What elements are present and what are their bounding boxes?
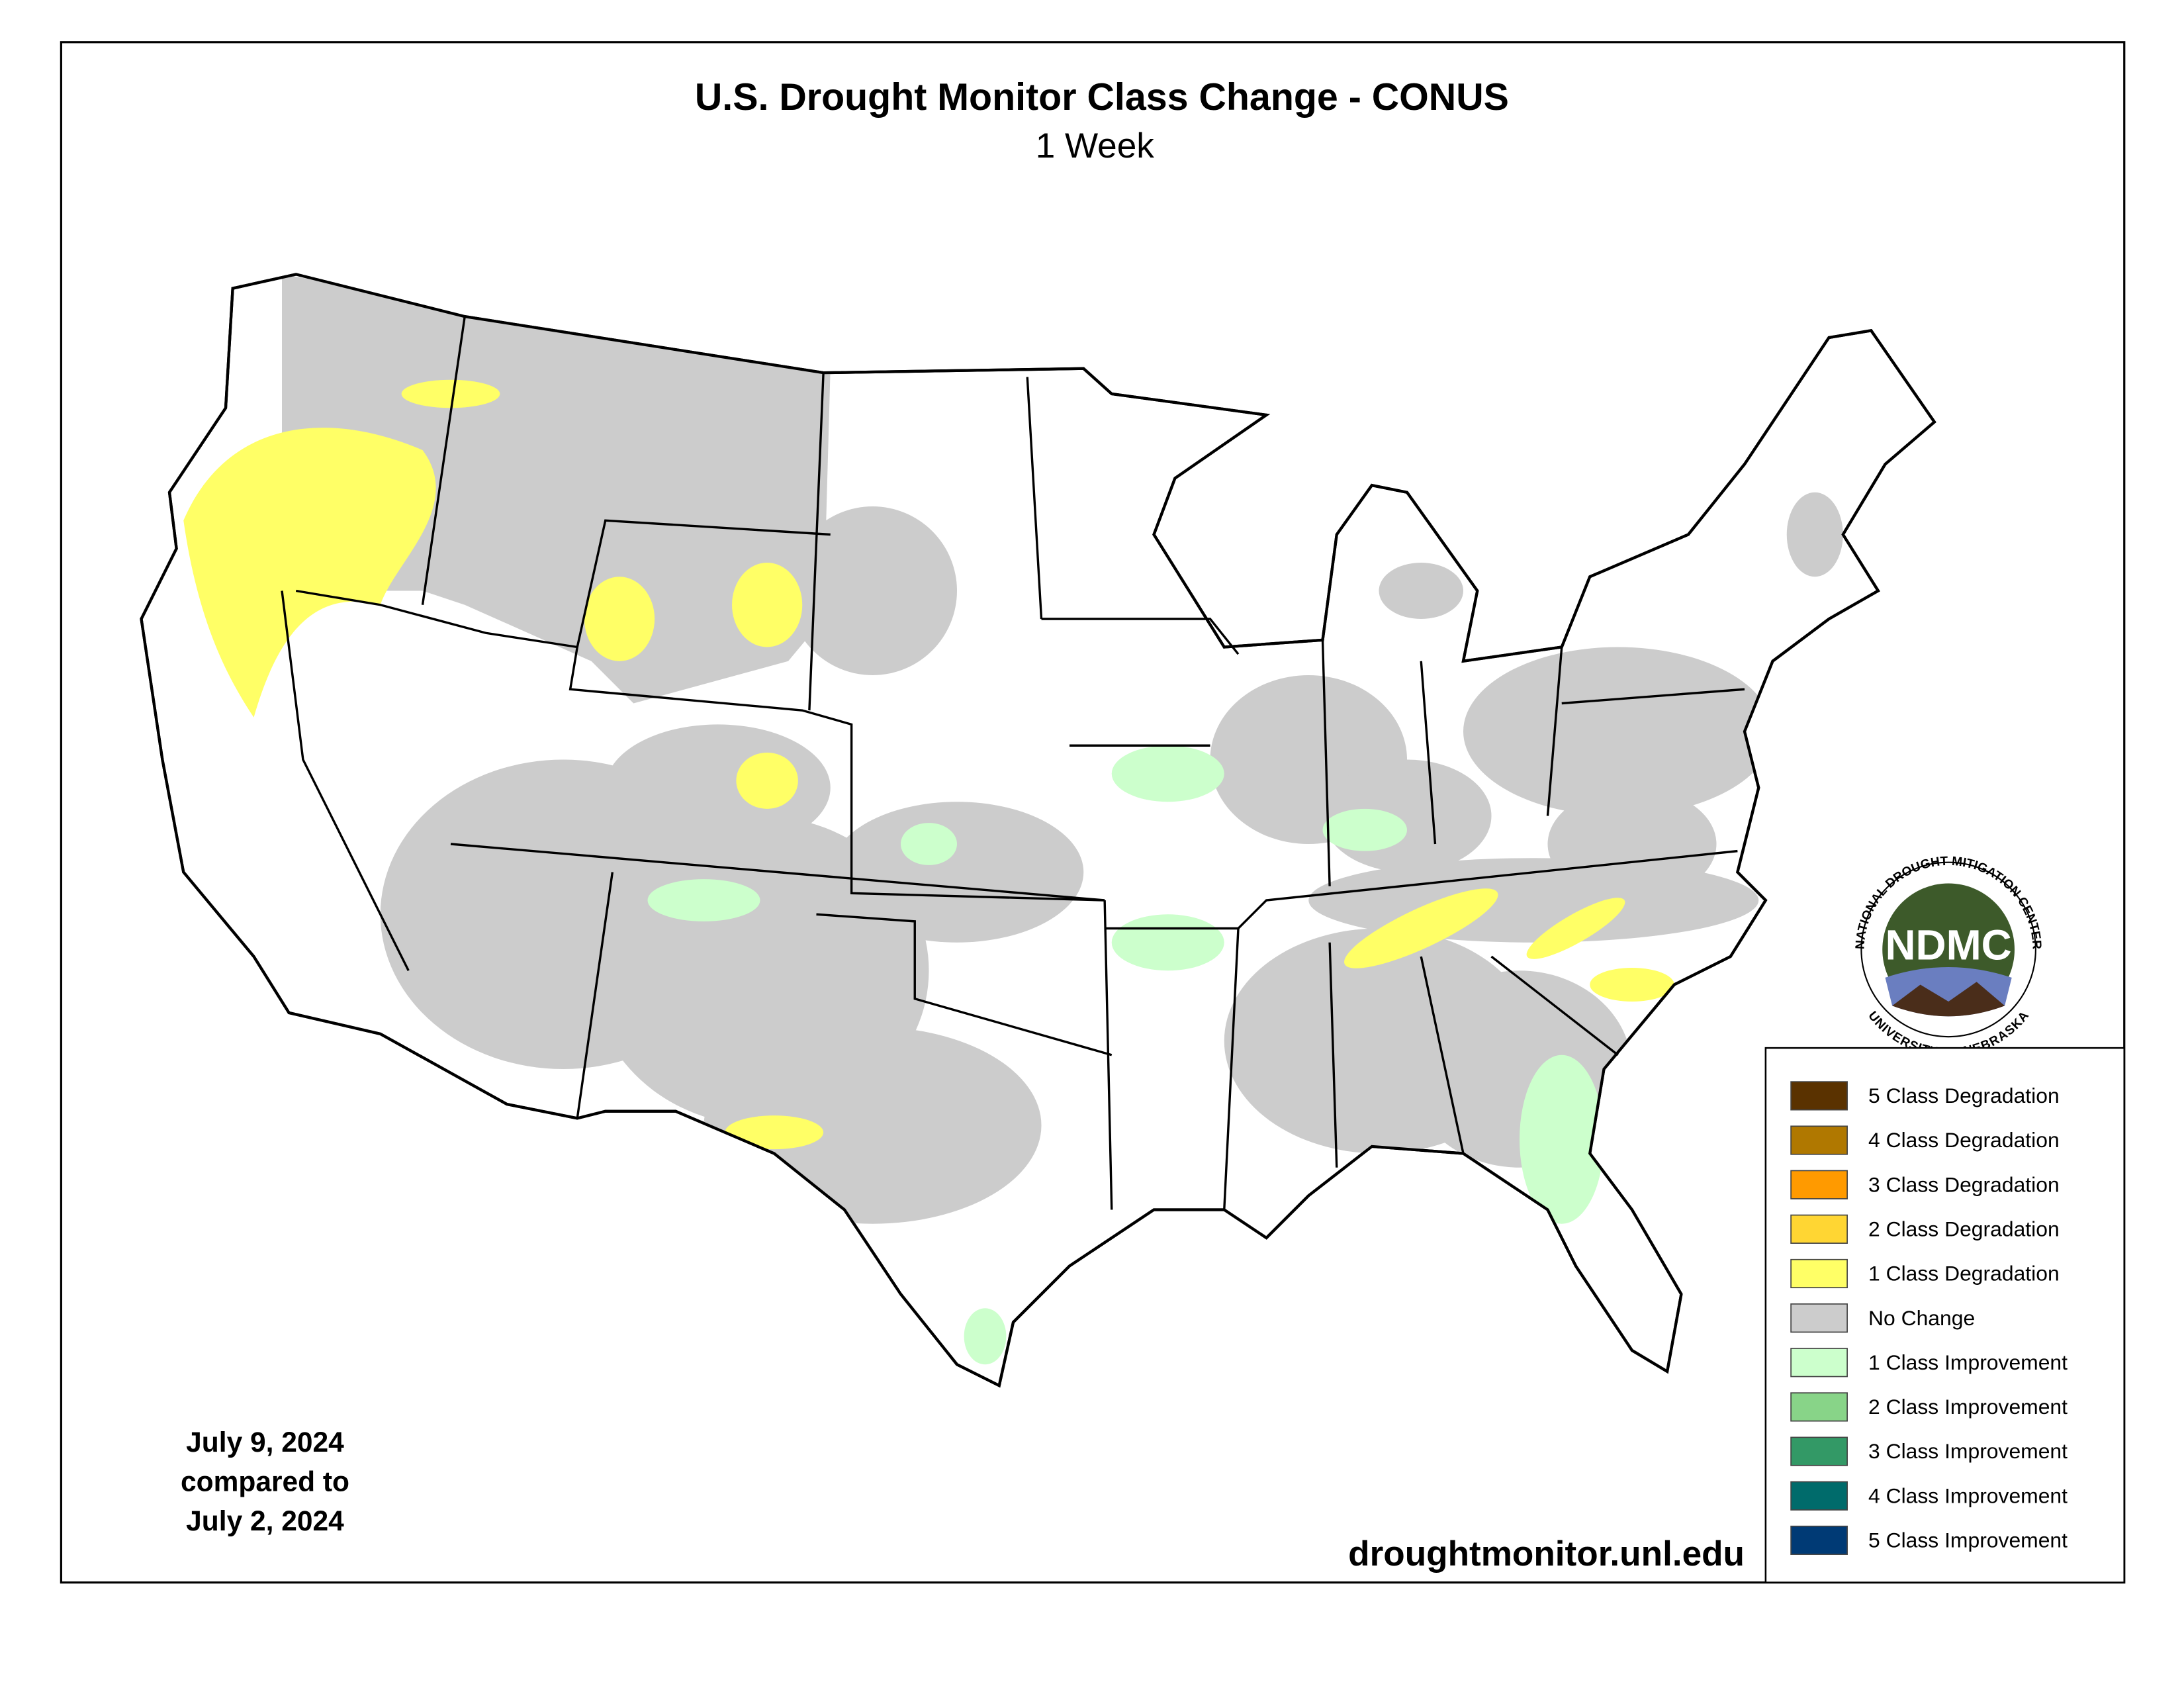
legend-swatch [1790, 1436, 1848, 1466]
map [142, 274, 1934, 1385]
legend-label: 4 Class Improvement [1868, 1483, 2068, 1507]
date-compared: compared to [181, 1467, 349, 1498]
legend-swatch [1790, 1125, 1848, 1155]
change-area [647, 745, 1604, 1365]
legend-label: No Change [1868, 1306, 1975, 1330]
date-previous: July 2, 2024 [186, 1506, 344, 1537]
state-lines [281, 316, 1745, 1210]
legend-label: 1 Class Improvement [1868, 1350, 2068, 1374]
title: U.S. Drought Monitor Class Change - CONU… [695, 76, 1509, 118]
legend-label: 5 Class Improvement [1868, 1528, 2068, 1552]
legend-label: 5 Class Degradation [1868, 1084, 2060, 1107]
legend-swatch [1790, 1303, 1848, 1333]
legend-label: 2 Class Improvement [1868, 1395, 2068, 1419]
logo-abbr: NDMC [1886, 921, 2012, 968]
change-area [183, 379, 1674, 1150]
legend-label: 4 Class Degradation [1868, 1128, 2060, 1152]
legend-swatch [1790, 1481, 1848, 1511]
legend-swatch [1790, 1348, 1848, 1378]
source-url: droughtmonitor.unl.edu [1348, 1534, 1745, 1573]
change-area [211, 274, 1843, 1224]
legend-swatch [1790, 1214, 1848, 1244]
subtitle: 1 Week [1036, 126, 1155, 165]
legend-swatch [1790, 1392, 1848, 1422]
legend-swatch [1790, 1081, 1848, 1111]
legend-label: 3 Class Improvement [1868, 1439, 2068, 1463]
legend-swatch [1790, 1170, 1848, 1199]
logo: NDMC NATIONAL DROUGHT MITIGATION CENTER … [1853, 855, 2043, 1060]
legend-label: 1 Class Degradation [1868, 1262, 2060, 1286]
legend-label: 3 Class Degradation [1868, 1172, 2060, 1196]
legend-swatch [1790, 1258, 1848, 1289]
date-current: July 9, 2024 [186, 1427, 344, 1458]
legend: 5 Class Degradation 4 Class Degradation 3 … [1790, 1081, 2068, 1555]
legend-label: 2 Class Degradation [1868, 1217, 2060, 1241]
legend-swatch [1790, 1525, 1848, 1555]
